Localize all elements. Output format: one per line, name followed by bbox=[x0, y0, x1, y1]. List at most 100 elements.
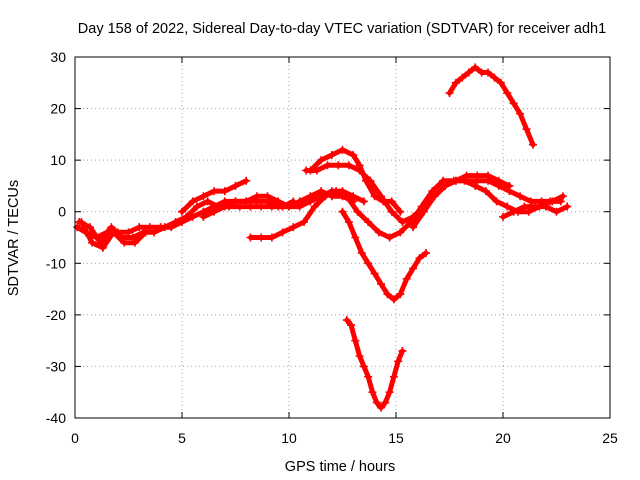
data-point bbox=[484, 171, 493, 180]
data-point bbox=[128, 233, 137, 242]
data-point bbox=[231, 197, 240, 206]
data-point bbox=[509, 207, 518, 216]
data-point bbox=[347, 321, 356, 330]
data-point bbox=[494, 176, 503, 185]
data-point bbox=[396, 207, 405, 216]
y-tick-label: -30 bbox=[46, 358, 66, 374]
data-point bbox=[505, 181, 514, 190]
data-point bbox=[246, 233, 255, 242]
series-track-11 bbox=[409, 171, 514, 232]
data-point bbox=[522, 125, 531, 134]
data-point bbox=[484, 68, 493, 77]
data-point bbox=[531, 202, 540, 211]
data-point bbox=[109, 228, 118, 237]
data-point bbox=[464, 68, 473, 77]
data-point bbox=[355, 352, 364, 361]
data-point bbox=[267, 233, 276, 242]
data-point bbox=[344, 218, 353, 227]
data-point bbox=[327, 150, 336, 159]
x-tick-label: 10 bbox=[281, 430, 297, 446]
data-point bbox=[351, 336, 360, 345]
series-trace bbox=[410, 173, 512, 230]
data-point bbox=[257, 233, 266, 242]
data-point bbox=[439, 176, 448, 185]
data-point bbox=[306, 166, 315, 175]
x-tick-label: 0 bbox=[71, 430, 79, 446]
data-point bbox=[182, 212, 191, 221]
data-point bbox=[409, 223, 418, 232]
data-point bbox=[267, 202, 276, 211]
data-point bbox=[409, 264, 418, 273]
data-point bbox=[537, 197, 546, 206]
data-point bbox=[370, 192, 379, 201]
data-point bbox=[344, 161, 353, 170]
data-point bbox=[516, 109, 525, 118]
data-point bbox=[496, 78, 505, 87]
data-point bbox=[387, 197, 396, 206]
data-point bbox=[430, 192, 439, 201]
data-point bbox=[278, 228, 287, 237]
data-point bbox=[473, 171, 482, 180]
data-point bbox=[231, 181, 240, 190]
data-point bbox=[359, 197, 368, 206]
data-point bbox=[199, 192, 208, 201]
data-point bbox=[135, 223, 144, 232]
data-point bbox=[77, 218, 86, 227]
data-point bbox=[107, 223, 116, 232]
data-point bbox=[462, 171, 471, 180]
series-trace bbox=[248, 178, 564, 240]
data-point bbox=[359, 362, 368, 371]
data-point bbox=[387, 207, 396, 216]
series-track-8 bbox=[306, 145, 405, 216]
x-tick-label: 25 bbox=[602, 430, 618, 446]
data-point bbox=[242, 176, 251, 185]
data-point bbox=[257, 202, 266, 211]
y-tick-label: 0 bbox=[58, 204, 66, 220]
series-track-10 bbox=[342, 316, 407, 412]
data-point bbox=[402, 274, 411, 283]
data-point bbox=[381, 398, 390, 407]
data-point bbox=[353, 207, 362, 216]
data-point bbox=[372, 398, 381, 407]
data-point bbox=[516, 192, 525, 201]
data-point bbox=[398, 218, 407, 227]
data-point bbox=[289, 223, 298, 232]
data-point bbox=[203, 197, 212, 206]
data-point bbox=[441, 181, 450, 190]
data-point bbox=[398, 346, 407, 355]
data-point bbox=[389, 295, 398, 304]
data-point bbox=[317, 156, 326, 165]
y-axis-ticks: -40 -30 -20 -10 0 10 20 30 bbox=[46, 49, 610, 426]
data-point bbox=[385, 233, 394, 242]
series-track-3 bbox=[77, 218, 150, 252]
data-point bbox=[141, 228, 150, 237]
data-point bbox=[188, 197, 197, 206]
data-point bbox=[385, 388, 394, 397]
data-point bbox=[526, 197, 535, 206]
data-point bbox=[321, 192, 330, 201]
y-tick-label: -20 bbox=[46, 307, 66, 323]
data-point bbox=[120, 238, 129, 247]
data-point bbox=[160, 223, 169, 232]
data-point bbox=[499, 212, 507, 221]
data-point bbox=[252, 192, 261, 201]
data-point bbox=[310, 202, 319, 211]
series-trace bbox=[344, 317, 405, 411]
data-point bbox=[338, 145, 347, 154]
data-point bbox=[98, 243, 107, 252]
data-point bbox=[548, 197, 557, 206]
data-point bbox=[428, 187, 437, 196]
data-point bbox=[150, 228, 159, 237]
y-axis-label: SDTVAR / TECUs bbox=[6, 180, 22, 296]
y-tick-label: 10 bbox=[50, 152, 66, 168]
data-point bbox=[334, 161, 343, 170]
data-point bbox=[509, 99, 518, 108]
data-point bbox=[178, 207, 186, 216]
data-point bbox=[323, 161, 332, 170]
data-point bbox=[396, 290, 405, 299]
data-point bbox=[332, 187, 341, 196]
y-tick-label: -40 bbox=[46, 410, 66, 426]
data-point bbox=[210, 187, 219, 196]
series-track-4 bbox=[178, 176, 251, 216]
